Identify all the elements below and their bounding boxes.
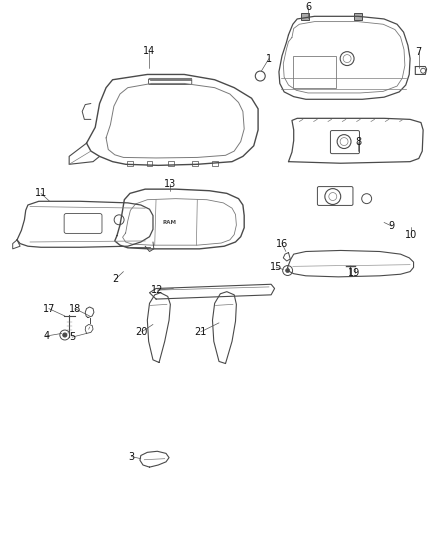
Bar <box>127 161 133 166</box>
Text: 21: 21 <box>194 327 207 337</box>
Bar <box>192 161 198 166</box>
Text: 11: 11 <box>35 188 47 198</box>
Bar <box>354 13 362 20</box>
Text: 14: 14 <box>142 46 155 55</box>
Text: 5: 5 <box>69 332 75 342</box>
Bar <box>168 161 174 166</box>
Circle shape <box>286 269 290 272</box>
Text: 12: 12 <box>151 285 163 295</box>
Text: 4: 4 <box>43 331 49 341</box>
Text: 19: 19 <box>348 268 360 278</box>
Text: 9: 9 <box>389 221 395 231</box>
Text: 10: 10 <box>405 230 417 240</box>
Text: 6: 6 <box>305 2 311 12</box>
Text: 7: 7 <box>416 47 422 56</box>
Text: 1: 1 <box>266 54 272 63</box>
Text: 16: 16 <box>276 239 288 248</box>
Text: RAM: RAM <box>162 220 176 225</box>
Circle shape <box>63 333 67 337</box>
Text: 13: 13 <box>164 179 177 189</box>
Text: 20: 20 <box>135 327 148 337</box>
Text: 15: 15 <box>270 262 283 272</box>
Bar <box>293 56 336 87</box>
Bar <box>212 161 218 166</box>
Text: 18: 18 <box>69 304 81 313</box>
Bar <box>147 161 152 166</box>
Bar <box>301 13 309 20</box>
Text: 2: 2 <box>113 274 119 284</box>
Text: 17: 17 <box>42 304 55 313</box>
Text: 3: 3 <box>128 451 134 462</box>
Text: 8: 8 <box>355 136 361 147</box>
